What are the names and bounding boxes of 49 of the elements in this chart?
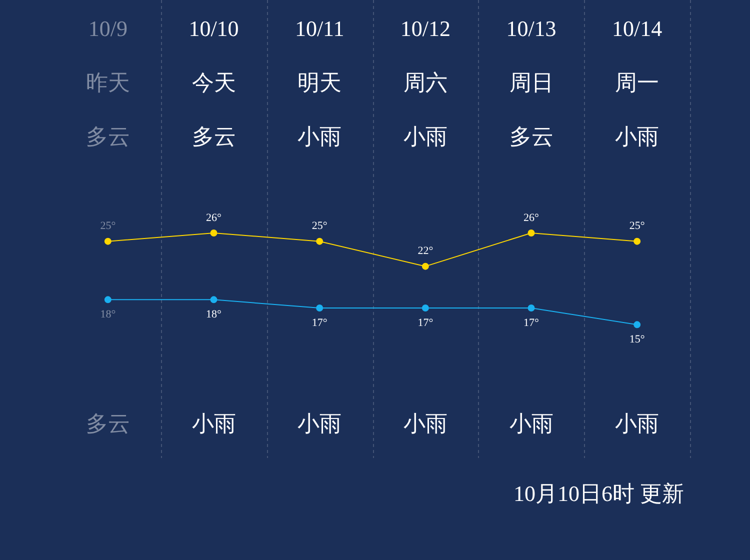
x-tick-label: 10/12	[400, 16, 450, 41]
point	[422, 262, 429, 270]
point	[634, 321, 641, 328]
data-label: 17°	[312, 316, 328, 329]
point	[422, 304, 429, 312]
text: 小雨	[298, 410, 342, 436]
data-label: 17°	[524, 316, 539, 329]
point	[634, 238, 641, 245]
point	[210, 296, 218, 304]
text: 小雨	[615, 124, 660, 149]
text: 小雨	[615, 410, 660, 436]
data-label: 17°	[418, 316, 434, 329]
text: 小雨	[403, 410, 448, 436]
text: 多云	[192, 124, 236, 149]
text: 昨天	[86, 70, 130, 95]
point	[528, 230, 535, 236]
data-label: 18°	[100, 308, 116, 321]
data-label: 26°	[524, 212, 539, 224]
text: 今天	[192, 70, 236, 95]
point	[316, 304, 324, 312]
data-label: 25°	[100, 220, 116, 232]
text: 多云	[86, 410, 130, 436]
point	[210, 230, 218, 236]
x-tick-label: 10/13	[506, 16, 556, 41]
point	[316, 238, 324, 245]
text: 小雨	[298, 124, 342, 149]
x-tick-label: 10/11	[294, 16, 344, 41]
point	[104, 238, 112, 245]
text: 多云	[86, 124, 130, 149]
data-label: 26°	[206, 212, 222, 224]
data-label: 22°	[418, 245, 434, 258]
text: 明天	[298, 70, 342, 95]
point	[104, 296, 112, 304]
data-label: 15°	[629, 334, 645, 346]
text: 周六	[403, 70, 448, 95]
text: 周日	[509, 70, 554, 95]
text: 多云	[509, 124, 554, 149]
text: 周一	[615, 70, 660, 95]
point	[528, 304, 535, 312]
x-tick-label: 10/10	[188, 16, 239, 41]
data-label: 18°	[206, 308, 222, 321]
text: 10月10日6时 更新	[514, 480, 684, 506]
x-tick-label: 10/14	[612, 16, 662, 41]
x-tick-label: 10/9	[88, 16, 128, 41]
text: 小雨	[509, 410, 554, 436]
text: 小雨	[403, 124, 448, 149]
data-label: 25°	[629, 220, 645, 232]
data-label: 25°	[312, 220, 328, 232]
text: 小雨	[192, 410, 236, 436]
